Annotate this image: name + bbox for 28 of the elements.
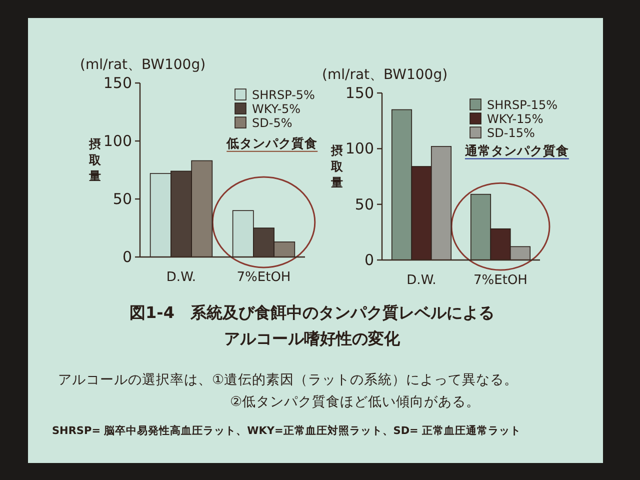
y-tick-label: 50 bbox=[354, 195, 374, 214]
annotation: 通常タンパク質食 bbox=[464, 142, 569, 158]
text: アルコールの選択率は、①遺伝的素因（ラットの系統）によって異なる。 bbox=[58, 372, 518, 388]
x-tick-label: 7%EtOH bbox=[236, 270, 291, 285]
y-tick-label: 100 bbox=[345, 140, 374, 158]
y-tick-label: 0 bbox=[364, 251, 374, 269]
legend-label: SD-15% bbox=[487, 126, 535, 140]
legend-label: WKY-5% bbox=[252, 102, 301, 116]
y-axis-title: 摂取量 bbox=[88, 137, 102, 183]
text: 図1-4 系統及び食餌中のタンパク質レベルによるアルコール嗜好性の変化 bbox=[130, 303, 494, 348]
x-tick-label: 7%EtOH bbox=[474, 273, 528, 288]
legend-label: SHRSP-15% bbox=[487, 98, 558, 112]
y-tick-label: 0 bbox=[122, 248, 132, 266]
y-tick-label: 150 bbox=[103, 74, 132, 92]
text: ②低タンパク質食ほど低い傾向がある。 bbox=[230, 394, 480, 410]
x-tick-label: D.W. bbox=[166, 270, 196, 285]
text: (ml/rat、BW100g) bbox=[322, 67, 448, 83]
text: SHRSP= 脳卒中易発性高血圧ラット、WKY=正常血圧対照ラット、SD= 正常血圧通常ラット bbox=[52, 424, 521, 437]
y-tick-label: 50 bbox=[112, 190, 132, 208]
y-axis-title: 摂取量 bbox=[330, 144, 344, 190]
text: (ml/rat、BW100g) bbox=[80, 57, 206, 73]
y-tick-label: 100 bbox=[103, 132, 132, 150]
legend-label: SD-5% bbox=[252, 116, 292, 130]
legend-label: SHRSP-5% bbox=[252, 88, 315, 102]
legend-label: WKY-15% bbox=[487, 112, 544, 126]
x-tick-label: D.W. bbox=[406, 273, 436, 288]
annotation: 低タンパク質食 bbox=[226, 135, 318, 150]
y-tick-label: 150 bbox=[345, 84, 374, 102]
